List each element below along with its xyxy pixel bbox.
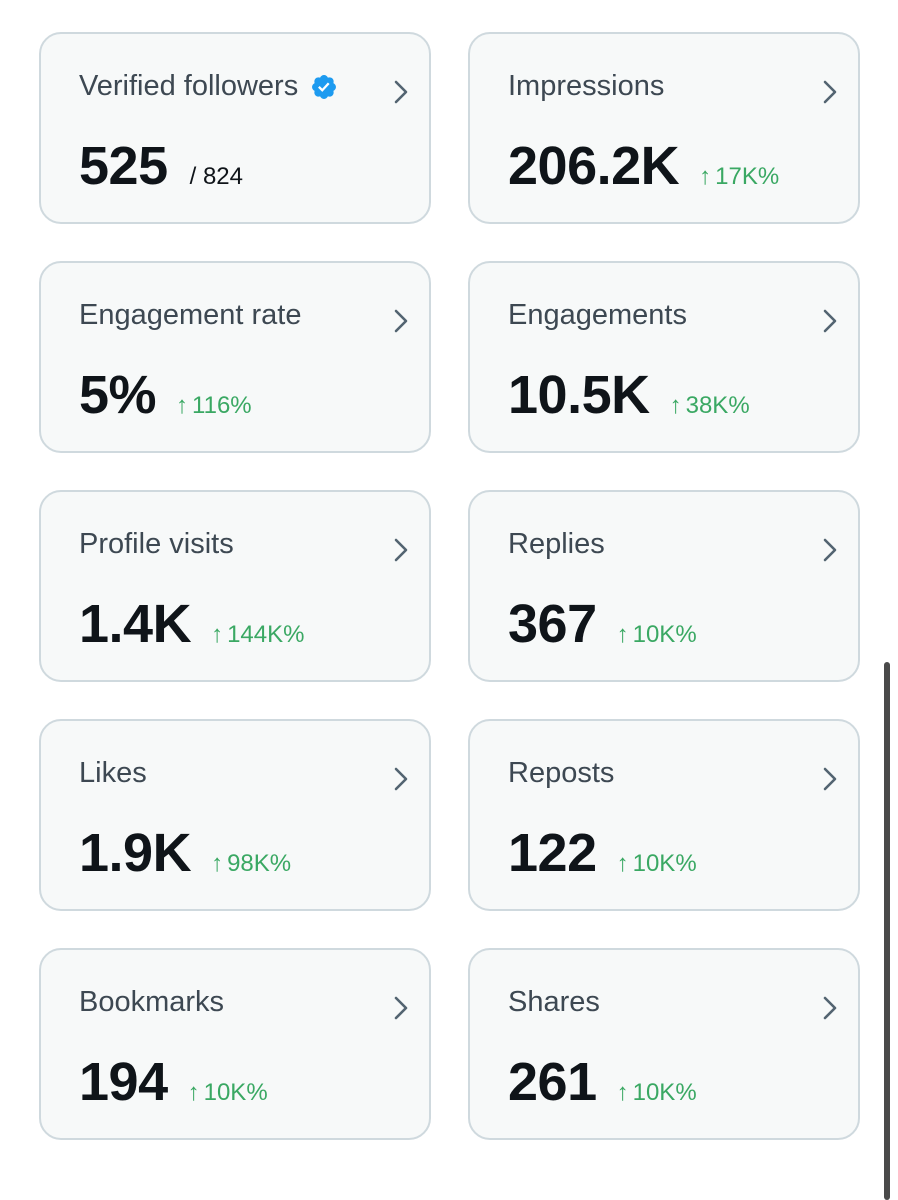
stat-change: ↑ 144K% xyxy=(211,621,304,649)
stat-change-value: 38K% xyxy=(685,392,750,419)
stat-value: 525 xyxy=(79,136,168,196)
arrow-up-icon: ↑ xyxy=(699,163,712,190)
card-title: Engagement rate xyxy=(79,299,301,332)
stat-change-value: 10K% xyxy=(632,850,697,877)
scrollbar-thumb[interactable] xyxy=(884,662,890,1200)
card-title-label: Replies xyxy=(508,528,605,560)
chevron-right-icon xyxy=(820,765,840,793)
card-title: Bookmarks xyxy=(79,986,224,1019)
chevron-right-icon xyxy=(391,78,411,106)
stat-change-value: 10K% xyxy=(632,621,697,648)
arrow-up-icon: ↑ xyxy=(211,850,224,877)
chevron-right-icon xyxy=(820,78,840,106)
stat-change-value: 116% xyxy=(192,392,252,419)
stat-value: 122 xyxy=(508,823,597,883)
metric-card-reposts[interactable]: Reposts 122 ↑ 10K% xyxy=(468,719,860,911)
card-title: Reposts xyxy=(508,757,614,790)
stat-change: ↑ 17K% xyxy=(699,163,779,191)
card-title-label: Engagements xyxy=(508,299,687,331)
card-title-label: Shares xyxy=(508,986,600,1018)
stat-change-value: 10K% xyxy=(203,1079,268,1106)
arrow-up-icon: ↑ xyxy=(176,392,189,419)
stat-change: ↑ 10K% xyxy=(617,850,697,878)
arrow-up-icon: ↑ xyxy=(616,621,629,648)
stat-row: 194 ↑ 10K% xyxy=(79,1051,268,1113)
arrow-up-icon: ↑ xyxy=(616,850,629,877)
card-title: Likes xyxy=(79,757,147,790)
metric-card-bookmarks[interactable]: Bookmarks 194 ↑ 10K% xyxy=(39,948,431,1140)
metric-card-likes[interactable]: Likes 1.9K ↑ 98K% xyxy=(39,719,431,911)
metric-card-engagements[interactable]: Engagements 10.5K ↑ 38K% xyxy=(468,261,860,453)
metric-card-replies[interactable]: Replies 367 ↑ 10K% xyxy=(468,490,860,682)
card-title: Engagements xyxy=(508,299,687,332)
stat-change: ↑ 10K% xyxy=(617,1079,697,1107)
stat-value: 367 xyxy=(508,594,597,654)
stat-row: 122 ↑ 10K% xyxy=(508,822,697,884)
card-title: Replies xyxy=(508,528,605,561)
card-title-label: Verified followers xyxy=(79,70,299,102)
stat-change: ↑ 10K% xyxy=(617,621,697,649)
metrics-grid: Verified followers 525 / 824 Impressions… xyxy=(39,32,860,1140)
stat-change: ↑ 116% xyxy=(176,392,252,420)
card-title-label: Bookmarks xyxy=(79,986,225,1018)
card-title: Impressions xyxy=(508,70,664,103)
chevron-right-icon xyxy=(820,994,840,1022)
stat-row: 10.5K ↑ 38K% xyxy=(508,364,750,426)
metric-card-verified-followers[interactable]: Verified followers 525 / 824 xyxy=(39,32,431,224)
verified-badge-icon xyxy=(310,73,338,101)
metric-card-impressions[interactable]: Impressions 206.2K ↑ 17K% xyxy=(468,32,860,224)
stat-change-value: 17K% xyxy=(715,163,780,190)
stat-total: / 824 xyxy=(189,163,243,190)
stat-change-value: 10K% xyxy=(632,1079,697,1106)
card-title-label: Reposts xyxy=(508,757,615,789)
chevron-right-icon xyxy=(391,994,411,1022)
stat-row: 206.2K ↑ 17K% xyxy=(508,135,779,197)
stat-value: 10.5K xyxy=(508,365,650,425)
arrow-up-icon: ↑ xyxy=(616,1079,629,1106)
stat-change-value: 98K% xyxy=(227,850,292,877)
stat-change-value: 144K% xyxy=(227,621,305,648)
stat-value: 206.2K xyxy=(508,136,680,196)
chevron-right-icon xyxy=(820,536,840,564)
stat-value: 1.9K xyxy=(79,823,192,883)
stat-row: 1.4K ↑ 144K% xyxy=(79,593,304,655)
metric-card-profile-visits[interactable]: Profile visits 1.4K ↑ 144K% xyxy=(39,490,431,682)
stat-row: 1.9K ↑ 98K% xyxy=(79,822,291,884)
chevron-right-icon xyxy=(820,307,840,335)
stat-value: 1.4K xyxy=(79,594,192,654)
arrow-up-icon: ↑ xyxy=(211,621,224,648)
stat-change: ↑ 10K% xyxy=(188,1079,268,1107)
stat-change: ↑ 38K% xyxy=(670,392,750,420)
card-title-label: Profile visits xyxy=(79,528,234,560)
card-title-label: Likes xyxy=(79,757,147,789)
card-title-label: Impressions xyxy=(508,70,665,102)
stat-value: 194 xyxy=(79,1052,168,1112)
metric-card-engagement-rate[interactable]: Engagement rate 5% ↑ 116% xyxy=(39,261,431,453)
stat-value: 261 xyxy=(508,1052,597,1112)
arrow-up-icon: ↑ xyxy=(669,392,682,419)
stat-value: 5% xyxy=(79,365,157,425)
chevron-right-icon xyxy=(391,765,411,793)
chevron-right-icon xyxy=(391,536,411,564)
chevron-right-icon xyxy=(391,307,411,335)
stat-row: 5% ↑ 116% xyxy=(79,364,252,426)
stat-change: ↑ 98K% xyxy=(211,850,291,878)
card-title-label: Engagement rate xyxy=(79,299,302,331)
metric-card-shares[interactable]: Shares 261 ↑ 10K% xyxy=(468,948,860,1140)
stat-row: 261 ↑ 10K% xyxy=(508,1051,697,1113)
arrow-up-icon: ↑ xyxy=(187,1079,200,1106)
card-title: Shares xyxy=(508,986,600,1019)
stat-row: 525 / 824 xyxy=(79,135,243,197)
card-title: Verified followers xyxy=(79,70,338,103)
stat-row: 367 ↑ 10K% xyxy=(508,593,697,655)
card-title: Profile visits xyxy=(79,528,234,561)
